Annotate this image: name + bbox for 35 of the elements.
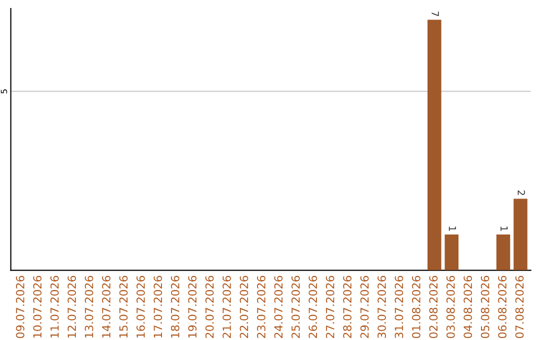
x-tick-label: 03.08.2026 [446,276,455,338]
x-tick-label: 06.08.2026 [498,276,506,338]
x-tick-label: 29.07.2026 [360,276,369,338]
ref-line-label: 5 [0,89,8,94]
data-label: 1 [500,226,508,231]
x-tick-label: 28.07.2026 [343,276,352,338]
x-tick-label: 11.07.2026 [50,276,59,338]
x-tick-label: 20.07.2026 [205,276,214,338]
x-tick-label: 15.07.2026 [119,276,128,338]
x-tick-label: 05.08.2026 [480,276,490,338]
x-tick-label: 10.07.2026 [33,276,42,338]
x-tick-label: 24.07.2026 [274,276,283,338]
x-tick-label: 30.07.2026 [378,276,386,338]
x-tick-label: 19.07.2026 [188,276,197,338]
x-tick-label: 07.08.2026 [515,276,524,338]
x-tick-label: 25.07.2026 [291,276,300,338]
x-tick-label: 12.07.2026 [68,276,76,338]
data-label: 7 [432,12,439,16]
x-tick-label: 04.08.2026 [464,276,472,338]
x-tick-label: 27.07.2026 [326,276,334,338]
data-label: 1 [448,226,456,231]
x-tick-label: 26.07.2026 [308,276,318,338]
x-tick-label: 23.07.2026 [257,276,266,338]
x-tick-label: 02.08.2026 [429,276,438,338]
x-tick-label: 18.07.2026 [170,276,180,338]
x-tick-label: 22.07.2026 [240,276,248,338]
x-tick-label: 17.07.2026 [154,276,162,338]
x-tick-label: 01.08.2026 [412,276,420,338]
x-tick-label: 21.07.2026 [222,276,231,338]
data-label: 2 [518,190,526,195]
x-tick-label: 14.07.2026 [102,276,110,338]
x-tick-label: 31.07.2026 [394,276,404,338]
x-tick-label: 13.07.2026 [84,276,94,338]
x-tick-label: 16.07.2026 [136,276,145,338]
x-tick-label: 09.07.2026 [16,276,24,338]
